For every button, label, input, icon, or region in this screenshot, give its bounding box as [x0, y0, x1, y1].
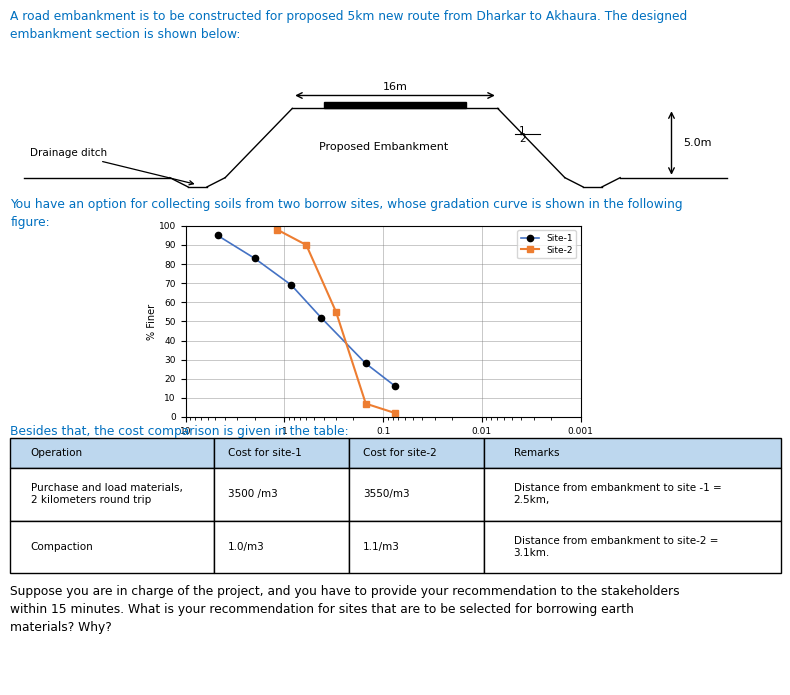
- Site-2: [331, 308, 340, 316]
- Bar: [324, 101, 466, 108]
- Site-2: [302, 240, 311, 249]
- Line: Site-2: Site-2: [274, 227, 399, 416]
- Site-1: [391, 382, 401, 391]
- Site-1: [250, 254, 259, 263]
- Site-2: [361, 400, 371, 408]
- Legend: Site-1, Site-2: Site-1, Site-2: [517, 230, 576, 259]
- Site-1: [361, 359, 371, 368]
- X-axis label: Particle Size (mm): Particle Size (mm): [339, 437, 427, 447]
- Text: 1: 1: [519, 126, 525, 136]
- Line: Site-1: Site-1: [214, 232, 399, 389]
- Site-1: [287, 281, 296, 289]
- Site-1: [213, 231, 222, 240]
- Text: A road embankment is to be constructed for proposed 5km new route from Dharkar t: A road embankment is to be constructed f…: [10, 10, 687, 42]
- Text: You have an option for collecting soils from two borrow sites, whose gradation c: You have an option for collecting soils …: [10, 198, 683, 229]
- Site-1: [316, 313, 325, 322]
- Text: Drainage ditch: Drainage ditch: [29, 148, 194, 185]
- Text: 2: 2: [519, 134, 525, 144]
- Text: 16m: 16m: [382, 83, 408, 92]
- Text: 5.0m: 5.0m: [683, 138, 712, 148]
- Text: Proposed Embankment: Proposed Embankment: [318, 142, 448, 152]
- Site-2: [273, 225, 282, 234]
- Y-axis label: % Finer: % Finer: [147, 304, 157, 339]
- Text: Besides that, the cost comparison is given in the table:: Besides that, the cost comparison is giv…: [10, 425, 349, 439]
- Text: Suppose you are in charge of the project, and you have to provide your recommend: Suppose you are in charge of the project…: [10, 585, 680, 635]
- Site-2: [391, 409, 401, 417]
